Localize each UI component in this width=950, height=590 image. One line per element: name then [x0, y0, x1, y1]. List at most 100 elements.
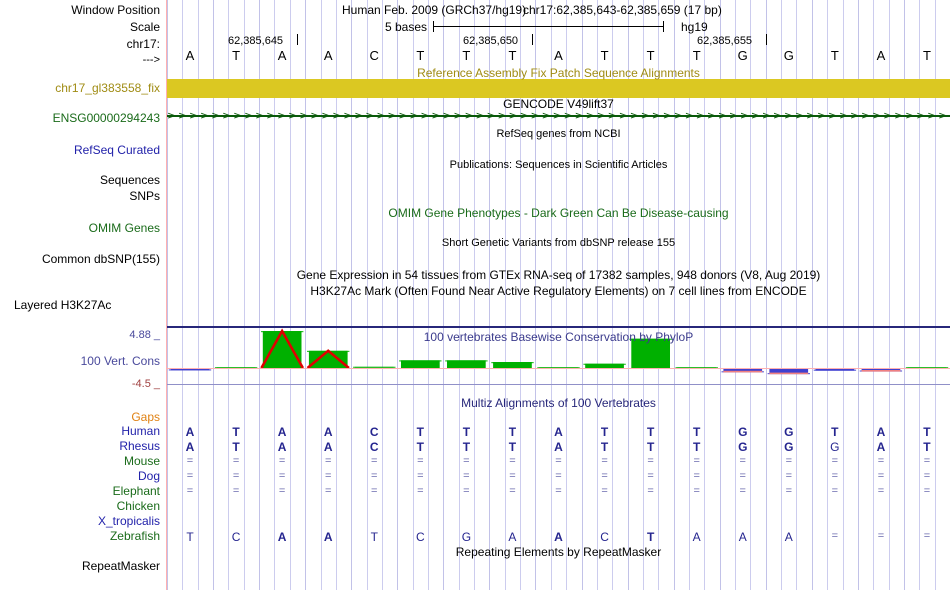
fix-patch-feature-bar[interactable] [167, 79, 950, 98]
multiz-base: G [461, 530, 472, 544]
multiz-base: = [371, 470, 378, 482]
multiz-base: = [417, 455, 424, 467]
gencode-strand-arrows: >>>>>>>>>>>>>>>>>>>>>>>>>>>>>>>>>>>>>>>>… [167, 109, 950, 122]
multiz-base: A [554, 440, 563, 454]
phylop-bar [308, 350, 348, 368]
multiz-base: T [416, 440, 424, 454]
track-left-label-h3k27ac[interactable]: Layered H3K27Ac [14, 298, 112, 312]
multiz-species-label-rhesus[interactable]: Rhesus [119, 439, 160, 453]
phylop-bar [493, 362, 532, 368]
multiz-base: = [923, 530, 931, 542]
phylop-conservation-plot[interactable] [167, 326, 950, 385]
multiz-row [167, 500, 950, 514]
track-center-label-omim: OMIM Gene Phenotypes - Dark Green Can Be… [388, 206, 729, 220]
multiz-base: T [600, 425, 609, 439]
multiz-base: = [647, 485, 654, 497]
gencode-transcript-line[interactable] [167, 115, 950, 117]
multiz-base: T [232, 440, 240, 454]
left-boundary-line [166, 0, 167, 590]
phylop-bar [447, 360, 486, 368]
multiz-base: T [416, 425, 424, 439]
multiz-base: = [877, 455, 885, 467]
multiz-species-label-human[interactable]: Human [121, 424, 160, 438]
phylop-bar-cap [675, 367, 718, 369]
track-left-label-fix-patch[interactable]: chr17_gl383558_fix [55, 81, 160, 95]
track-center-label-gtex: Gene Expression in 54 tissues from GTEx … [296, 268, 821, 282]
phylop-bar-cap [399, 360, 442, 362]
multiz-species-label-dog[interactable]: Dog [137, 469, 160, 483]
ruler-tick-label-1: 62,385,645 [228, 35, 284, 47]
track-center-label-repeatmasker: Repeating Elements by RepeatMasker [455, 545, 662, 559]
track-left-label-phylop[interactable]: 100 Vert. Cons [80, 354, 160, 368]
track-left-label-omim[interactable]: OMIM Genes [88, 221, 160, 235]
multiz-base: T [646, 425, 655, 439]
multiz-base: = [509, 455, 516, 467]
phylop-negative-cap [769, 372, 809, 375]
multiz-species-label-chicken[interactable]: Chicken [116, 499, 160, 513]
multiz-base: = [278, 455, 286, 467]
multiz-base: = [324, 470, 332, 482]
multiz-base: T [508, 425, 517, 439]
phylop-bar-cap [583, 363, 626, 365]
multiz-base: = [785, 455, 792, 467]
phylop-bar [769, 368, 809, 374]
gencode-gene-id[interactable]: ENSG00000294243 [52, 111, 160, 125]
multiz-species-label-zebrafish[interactable]: Zebrafish [109, 529, 160, 543]
multiz-species-label-mouse[interactable]: Mouse [123, 454, 160, 468]
multiz-base: = [601, 455, 608, 467]
phylop-negative-cap [861, 370, 901, 372]
track-center-label-gencode: GENCODE V49lift37 [503, 97, 614, 111]
scale-bar [433, 20, 665, 34]
track-center-label-h3k27ac: H3K27Ac Mark (Often Found Near Active Re… [310, 284, 807, 298]
track-left-label-sequences[interactable]: Sequences [99, 173, 160, 187]
reference-base: T [232, 48, 241, 63]
track-left-label-repeatmasker[interactable]: RepeatMasker [81, 559, 160, 573]
track-left-label-snps[interactable]: SNPs [129, 189, 160, 203]
phylop-bar-cap [629, 338, 672, 340]
reference-base: A [554, 48, 563, 63]
chrom-label: chr17: [126, 37, 160, 51]
multiz-base: = [693, 470, 700, 482]
multiz-base: C [369, 440, 379, 454]
track-left-label-gaps[interactable]: Gaps [131, 410, 160, 424]
reference-base: A [277, 48, 287, 63]
multiz-base: = [186, 470, 194, 482]
phylop-bar-cap [813, 369, 857, 371]
phylop-bar-cap [445, 360, 488, 362]
multiz-base: A [508, 530, 517, 544]
multiz-base: = [693, 485, 700, 497]
multiz-base: C [415, 530, 425, 544]
multiz-base: T [923, 440, 931, 454]
multiz-base: = [877, 530, 885, 542]
multiz-base: A [784, 530, 793, 544]
multiz-row: = = = = = = = = = = = = = = = = = [167, 470, 950, 484]
multiz-base: = [463, 485, 470, 497]
multiz-species-label-elephant[interactable]: Elephant [112, 484, 160, 498]
ruler-tick-label-2: 62,385,650 [463, 35, 519, 47]
multiz-base: = [785, 470, 792, 482]
multiz-base: = [555, 470, 562, 482]
multiz-base: = [278, 485, 286, 497]
multiz-base: A [277, 530, 287, 544]
phylop-peak [306, 349, 350, 369]
multiz-base: = [232, 470, 240, 482]
multiz-base: T [600, 440, 609, 454]
multiz-row [167, 515, 950, 529]
assembly-name: Human Feb. 2009 (GRCh37/hg19) [342, 3, 527, 17]
reference-base: T [830, 48, 839, 63]
multiz-base: A [738, 530, 747, 544]
multiz-base: = [647, 470, 654, 482]
track-left-label-refseq[interactable]: RefSeq Curated [73, 143, 160, 157]
multiz-base: = [463, 470, 470, 482]
multiz-base: T [693, 425, 701, 439]
multiz-base: = [923, 455, 931, 467]
multiz-base: T [508, 440, 517, 454]
reference-base: T [692, 48, 701, 63]
multiz-base: = [601, 485, 608, 497]
track-left-label-dbsnp[interactable]: Common dbSNP(155) [41, 252, 160, 266]
multiz-row: = = = = = = = = = = = = = = = = = [167, 455, 950, 469]
multiz-base: A [876, 440, 886, 454]
multiz-species-label-x_tropicalis[interactable]: X_tropicalis [97, 514, 160, 528]
